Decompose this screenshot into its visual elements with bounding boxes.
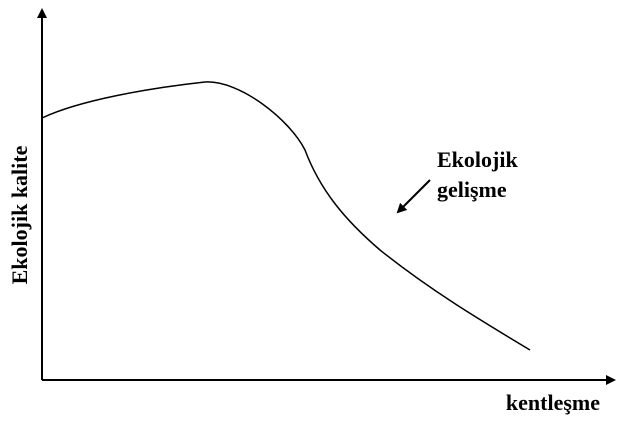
curve [41,81,531,351]
annotation-line: Ekolojik [437,147,518,172]
annotation-line: gelişme [437,177,507,202]
x-axis-label: kentleşme [506,390,600,415]
annotation-arrow [396,179,431,214]
y-axis-label: Ekolojik kalite [7,145,32,284]
